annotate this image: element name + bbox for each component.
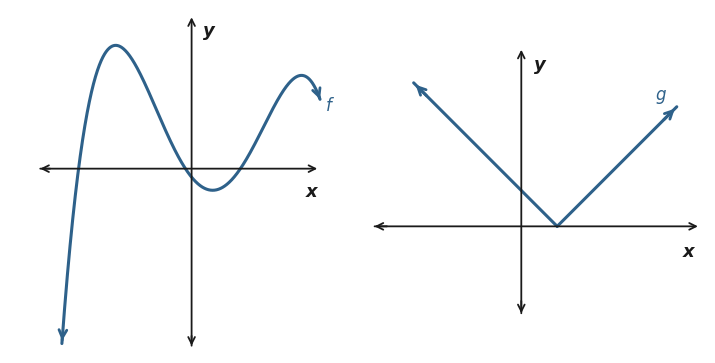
Text: g: g: [656, 86, 666, 104]
Text: y: y: [534, 56, 546, 74]
Text: y: y: [203, 22, 214, 40]
Text: x: x: [682, 243, 694, 261]
Text: f: f: [326, 97, 332, 115]
Text: x: x: [305, 183, 317, 201]
